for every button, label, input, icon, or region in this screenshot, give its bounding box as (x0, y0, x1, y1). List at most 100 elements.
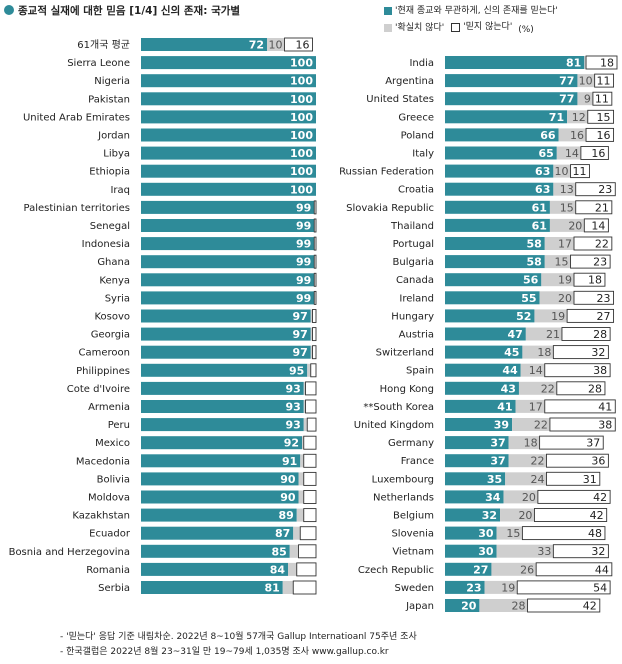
bar-segment-unsure (491, 562, 537, 576)
category-label: 61개국 평균 (77, 39, 130, 51)
bar-segment-unsure (549, 218, 585, 232)
category-label: Ethiopia (89, 167, 130, 178)
bar-row: India 81 18 (409, 55, 618, 70)
data-label-belief: 92 (284, 437, 299, 450)
bar-segment-belief (445, 237, 545, 250)
bar-segment-nobelief (594, 73, 615, 88)
bar-segment-unsure (500, 508, 535, 522)
data-label-nobelief: 11 (572, 165, 586, 178)
data-label-nobelief: 38 (598, 419, 612, 432)
bar-segment-unsure (549, 200, 576, 214)
title-dot-icon (4, 5, 14, 15)
bar-segment-unsure (496, 526, 523, 540)
bar-segment-nobelief (533, 508, 608, 522)
bar-segment-belief (141, 490, 299, 504)
data-label-belief: 52 (516, 310, 531, 323)
bar-segment-unsure (296, 508, 304, 522)
bar-segment-belief (445, 580, 485, 594)
bar-row: Slovakia Republic 61 15 21 (346, 200, 613, 214)
data-label-belief: 97 (292, 310, 307, 323)
bar-segment-unsure (282, 581, 294, 594)
bar-segment-belief (141, 219, 315, 232)
bar-row: Cote d'Ivoire 93 (67, 381, 317, 395)
bar-segment-nobelief (587, 109, 615, 124)
bar-row: Sierra Leone 100 (67, 56, 316, 70)
category-label: Germany (388, 438, 434, 449)
bar-segment-nobelief (312, 327, 317, 342)
data-label-nobelief: 16 (597, 129, 611, 142)
category-label: Hungary (391, 311, 434, 322)
bar-segment-nobelief (573, 236, 613, 251)
data-label-nobelief: 18 (588, 274, 602, 287)
bar-segment-belief (445, 381, 519, 395)
data-label-unsure: 14 (529, 364, 543, 377)
bar-segment-belief (141, 544, 290, 558)
data-label-unsure: 13 (560, 183, 574, 196)
bar-row: Cameroon 97 (79, 345, 317, 359)
bar-row: Jordan 100 (97, 128, 316, 142)
data-label-nobelief: 28 (593, 328, 607, 341)
data-label-nobelief: 38 (593, 364, 607, 377)
category-label: Bolivia (97, 474, 130, 485)
data-label-unsure: 19 (558, 274, 572, 287)
bar-segment-nobelief (312, 309, 317, 323)
bar-segment-unsure (293, 526, 301, 540)
legend: '현재 종교와 무관하게, 신의 존재를 믿는다' '확실치 않다' '믿지 않… (384, 4, 616, 37)
data-label-belief: 99 (296, 292, 311, 305)
data-label-belief: 71 (549, 111, 564, 124)
data-label-unsure: 12 (572, 111, 586, 124)
category-label: Thailand (390, 221, 434, 232)
data-label-nobelief: 28 (588, 382, 602, 395)
data-label-unsure: 10 (269, 39, 283, 52)
bar-row: Luxembourg 35 24 31 (372, 471, 601, 486)
data-label-unsure: 17 (558, 238, 572, 251)
bar-segment-unsure (584, 56, 587, 69)
bar-row: Poland 66 16 16 (401, 127, 615, 142)
data-label-belief: 30 (478, 545, 494, 558)
bar-row: Czech Republic 27 26 44 (358, 562, 613, 576)
bar-segment-unsure (503, 490, 538, 504)
data-label-belief: 100 (290, 111, 313, 124)
bar-row: Syria 99 (105, 290, 317, 305)
category-label: Russian Federation (339, 167, 434, 178)
bar-segment-belief (445, 363, 521, 377)
bar-segment-nobelief (313, 218, 317, 233)
legend-swatch-unsure-icon (384, 23, 392, 32)
category-label: Kenya (99, 275, 130, 286)
bar-segment-unsure (558, 128, 587, 142)
bar-segment-nobelief (298, 544, 317, 559)
bar-segment-belief (141, 56, 316, 70)
bar-row: Iraq 100 (110, 182, 316, 196)
bar-segment-nobelief (313, 200, 317, 215)
data-label-belief: 84 (270, 563, 286, 576)
bar-segment-unsure (289, 544, 299, 558)
bar-segment-nobelief (305, 399, 317, 414)
bar-segment-belief (445, 110, 568, 124)
category-label: Spain (406, 366, 434, 377)
bar-segment-belief (141, 436, 302, 450)
data-label-belief: 93 (285, 401, 300, 414)
data-label-belief: 93 (285, 419, 300, 432)
data-label-unsure: 22 (530, 455, 544, 468)
data-label-belief: 41 (497, 400, 512, 413)
bar-segment-nobelief (539, 435, 604, 450)
bar-row: **South Korea 41 17 41 (363, 399, 616, 413)
bar-segment-nobelief (552, 544, 609, 559)
bar-row: Mexico 92 (95, 435, 317, 450)
data-label-unsure: 18 (524, 437, 538, 450)
footer-note-2: - 한국갤럽은 2022년 8월 23~31일 만 19~79세 1,035명 … (60, 647, 389, 657)
bar-segment-unsure (508, 436, 540, 450)
category-label: India (409, 58, 434, 69)
category-label: Macedonia (76, 456, 130, 467)
bar-row: United States 77 9 11 (366, 91, 613, 106)
data-label-belief: 100 (290, 183, 313, 196)
data-label-unsure: 33 (537, 545, 551, 558)
category-label: Switzerland (376, 348, 434, 359)
category-label: Argentina (385, 76, 434, 87)
bar-segment-nobelief (313, 254, 317, 269)
bar-segment-unsure (520, 363, 545, 377)
category-label: Vietnam (392, 547, 434, 558)
bar-segment-unsure (307, 363, 311, 377)
category-label: Georgia (91, 330, 130, 341)
